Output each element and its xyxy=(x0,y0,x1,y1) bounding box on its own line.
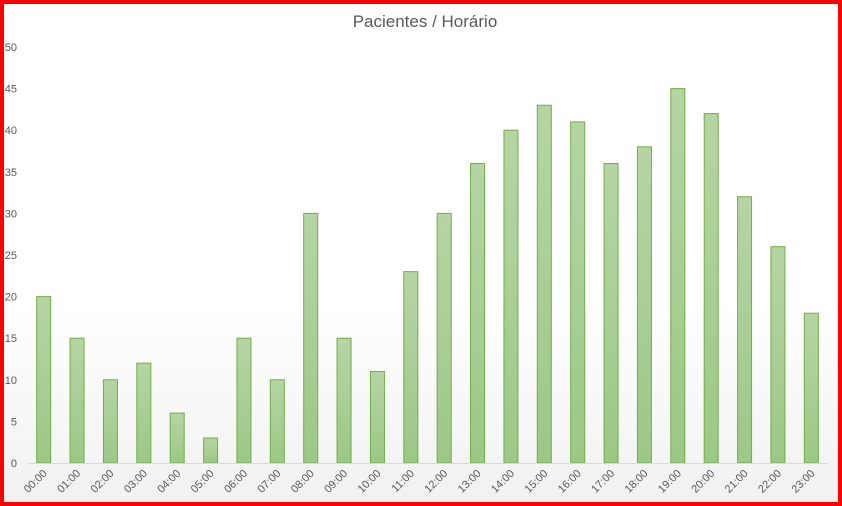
y-tick-label: 30 xyxy=(5,208,17,220)
bar-0300 xyxy=(136,362,152,464)
x-tick-label: 10:00 xyxy=(356,468,384,496)
x-tick-label: 09:00 xyxy=(322,468,350,496)
y-tick-label: 5 xyxy=(11,416,17,428)
x-tick-label: 13:00 xyxy=(456,468,484,496)
bar-0500 xyxy=(203,437,219,464)
x-tick-label: 03:00 xyxy=(122,468,150,496)
bar-0000 xyxy=(36,296,52,464)
y-tick-label: 45 xyxy=(5,84,17,96)
bar-0600 xyxy=(236,337,252,464)
y-tick-label: 20 xyxy=(5,292,17,304)
bar-1800 xyxy=(636,146,652,464)
x-tick-label: 19:00 xyxy=(656,468,684,496)
x-axis-ticks: 00:00 01:00 02:00 03:00 04:00 05:00 06:00 07:00… xyxy=(22,468,818,496)
y-tick-label: 50 xyxy=(5,42,17,54)
x-tick-label: 23:00 xyxy=(789,468,817,496)
x-tick-label: 16:00 xyxy=(556,468,584,496)
y-tick-label: 25 xyxy=(5,250,17,262)
y-tick-label: 15 xyxy=(5,333,17,345)
x-tick-label: 06:00 xyxy=(222,468,250,496)
bar-1200 xyxy=(436,212,452,464)
x-tick-label: 00:00 xyxy=(22,468,50,496)
bar-1900 xyxy=(670,88,686,464)
x-tick-label: 14:00 xyxy=(489,468,517,496)
x-tick-label: 18:00 xyxy=(623,468,651,496)
x-tick-label: 02:00 xyxy=(89,468,117,496)
x-tick-label: 15:00 xyxy=(522,468,550,496)
x-tick-label: 20:00 xyxy=(689,468,717,496)
y-axis-ticks: 0 5 10 15 20 25 30 35 40 45 50 xyxy=(5,42,17,470)
x-tick-label: 11:00 xyxy=(390,468,417,495)
bar-0700 xyxy=(269,379,285,464)
bar-1500 xyxy=(536,104,552,464)
y-tick-label: 0 xyxy=(11,458,17,470)
x-tick-label: 12:00 xyxy=(422,468,450,496)
bar-1700 xyxy=(603,162,619,464)
bar-1300 xyxy=(470,162,486,464)
x-tick-label: 04:00 xyxy=(155,468,183,496)
bar-1600 xyxy=(570,121,586,464)
bar-0800 xyxy=(303,212,319,464)
bar-0100 xyxy=(69,337,85,464)
y-tick-label: 10 xyxy=(5,375,17,387)
y-tick-label: 35 xyxy=(5,167,17,179)
x-tick-label: 17:00 xyxy=(589,468,617,496)
bar-2200 xyxy=(770,246,786,464)
y-tick-label: 40 xyxy=(5,125,17,137)
chart-title: Pacientes / Horário xyxy=(352,12,498,31)
bar-0900 xyxy=(336,337,352,464)
x-tick-label: 08:00 xyxy=(289,468,317,496)
bars xyxy=(36,88,819,464)
bar-2300 xyxy=(803,312,819,464)
bar-1400 xyxy=(503,129,519,464)
x-tick-label: 05:00 xyxy=(189,468,217,496)
bar-0400 xyxy=(169,412,185,464)
bar-2100 xyxy=(737,196,753,464)
bar-0200 xyxy=(102,379,118,464)
x-tick-label: 22:00 xyxy=(756,468,784,496)
bar-1100 xyxy=(403,271,419,464)
bar-2000 xyxy=(703,113,719,464)
x-tick-label: 07:00 xyxy=(255,468,283,496)
x-tick-label: 21:00 xyxy=(723,468,751,496)
bar-1000 xyxy=(369,370,385,464)
x-tick-label: 01:00 xyxy=(55,468,83,496)
